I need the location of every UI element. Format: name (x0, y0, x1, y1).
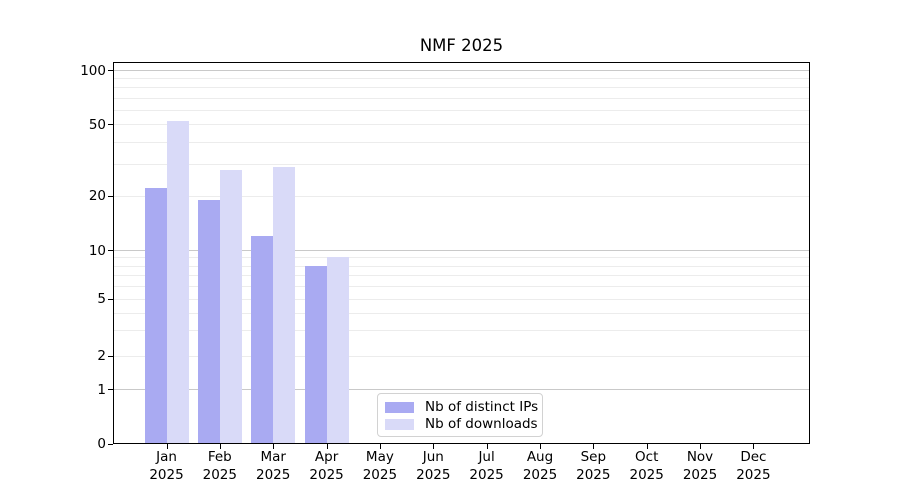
x-tick-label: Jun 2025 (416, 449, 451, 483)
bar-downloads (166, 121, 189, 444)
x-tick-label: Aug 2025 (522, 449, 558, 483)
legend-swatch (385, 418, 414, 430)
x-tick-label: Nov 2025 (682, 449, 718, 483)
x-tick-label: Sep 2025 (576, 449, 611, 483)
x-tick-mark (486, 444, 488, 449)
x-tick-mark (753, 444, 755, 449)
y-tick-label: 0 (97, 436, 106, 452)
bar-downloads (326, 257, 349, 444)
y-tick-mark (108, 298, 113, 300)
y-tick-mark (108, 195, 113, 197)
minor-gridline (113, 275, 810, 276)
x-tick-mark (433, 444, 435, 449)
minor-gridline (113, 141, 810, 143)
x-tick-mark (646, 444, 648, 449)
minor-gridline (113, 355, 810, 357)
y-tick-label: 50 (88, 116, 106, 133)
y-tick-label: 2 (97, 348, 106, 365)
minor-gridline (113, 298, 810, 300)
x-tick-label: Mar 2025 (256, 449, 291, 483)
minor-gridline (113, 265, 810, 267)
minor-gridline (113, 195, 810, 197)
y-tick-label: 1 (97, 381, 106, 398)
x-tick-mark (219, 444, 221, 449)
x-tick-label: May 2025 (362, 449, 398, 483)
x-tick-mark (326, 444, 328, 449)
x-tick-mark (540, 444, 541, 449)
major-gridline (113, 70, 810, 71)
x-tick-mark (166, 444, 168, 449)
minor-gridline (113, 330, 810, 332)
y-tick-mark (108, 250, 113, 251)
y-tick-mark (108, 124, 113, 126)
x-tick-label: Dec 2025 (736, 449, 771, 483)
chart-title: NMF 2025 (419, 36, 504, 55)
major-gridline (113, 389, 810, 390)
x-tick-label: Jul 2025 (469, 449, 504, 483)
x-tick-mark (700, 444, 701, 449)
minor-gridline (113, 312, 810, 314)
legend-row: Nb of distinct IPs (385, 399, 542, 415)
minor-gridline (113, 257, 810, 259)
plot-area (113, 62, 810, 444)
minor-gridline (113, 164, 810, 166)
minor-gridline (113, 285, 810, 287)
y-tick-mark (108, 443, 113, 445)
minor-gridline (113, 124, 810, 126)
y-tick-label: 20 (88, 188, 106, 205)
y-tick-mark (108, 389, 113, 390)
x-tick-label: Apr 2025 (309, 449, 344, 483)
minor-gridline (113, 109, 810, 111)
bar-distinct-ips (144, 188, 167, 444)
y-tick-mark (108, 355, 113, 357)
x-tick-label: Oct 2025 (629, 449, 664, 483)
x-tick-mark (379, 444, 381, 449)
y-tick-label: 100 (80, 62, 106, 79)
bar-distinct-ips (197, 199, 220, 444)
legend: Nb of distinct IPs Nb of downloads (377, 393, 543, 437)
y-tick-label: 5 (97, 291, 106, 308)
y-tick-mark (108, 70, 113, 71)
legend-swatch (385, 401, 414, 413)
legend-label: Nb of distinct IPs (425, 399, 539, 415)
bar-downloads (219, 169, 242, 444)
x-tick-mark (273, 444, 275, 449)
bar-distinct-ips (304, 265, 327, 444)
bar-downloads (273, 166, 296, 444)
legend-label: Nb of downloads (425, 416, 538, 432)
major-gridline (113, 250, 810, 251)
x-tick-mark (593, 444, 595, 449)
y-tick-label: 10 (88, 242, 106, 259)
minor-gridline (113, 87, 810, 89)
x-tick-label: Feb 2025 (202, 449, 237, 483)
legend-row: Nb of downloads (385, 416, 542, 432)
bar-distinct-ips (251, 235, 274, 444)
minor-gridline (113, 97, 810, 99)
x-tick-label: Jan 2025 (149, 449, 184, 483)
minor-gridline (113, 78, 810, 80)
